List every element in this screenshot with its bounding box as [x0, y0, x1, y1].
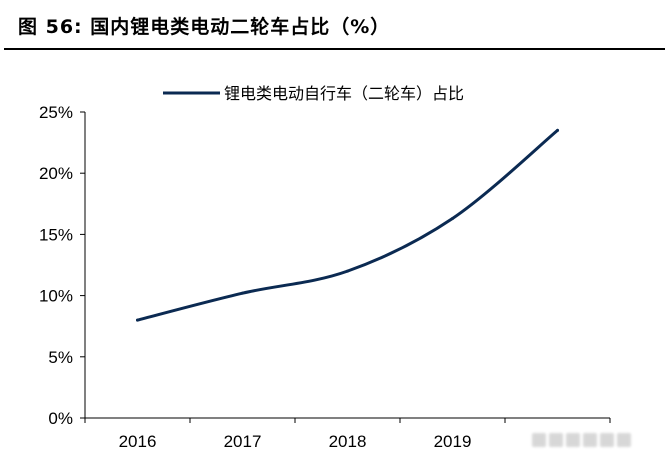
legend-label: 锂电类电动自行车（二轮车）占比 — [224, 84, 464, 103]
watermark-blur — [532, 425, 632, 455]
series-line — [136, 128, 559, 322]
x-tick-label: 2017 — [224, 432, 262, 451]
y-tick-label: 0% — [48, 409, 73, 428]
y-tick-label: 10% — [39, 287, 73, 306]
x-tick-label: 2019 — [434, 432, 472, 451]
data-point — [451, 216, 454, 220]
figure-header: 图 56: 国内锂电类电动二轮车占比（%） — [0, 0, 669, 50]
title-underline — [4, 48, 665, 50]
chart-series — [136, 128, 559, 322]
y-tick-label: 25% — [39, 103, 73, 122]
data-point — [556, 128, 559, 132]
y-tick-label: 15% — [39, 225, 73, 244]
x-tick-label: 2018 — [329, 432, 367, 451]
chart-axes: 0% 5% 10% 15% 20% 25% 2016 2017 2018 2019 — [39, 103, 611, 451]
figure-title: 图 56: 国内锂电类电动二轮车占比（%） — [18, 16, 391, 38]
data-point — [346, 269, 349, 273]
chart-legend: 锂电类电动自行车（二轮车）占比 — [163, 84, 464, 103]
data-point — [136, 318, 139, 322]
y-tick-label: 5% — [48, 348, 73, 367]
y-tick-label: 20% — [39, 164, 73, 183]
data-point — [241, 291, 244, 295]
x-tick-label: 2016 — [119, 432, 157, 451]
